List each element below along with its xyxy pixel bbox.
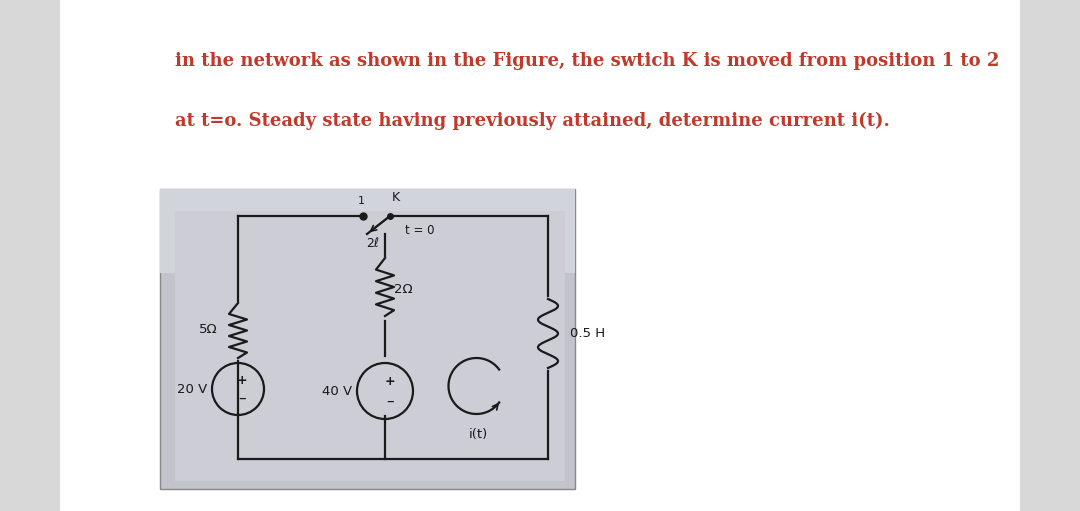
- Bar: [160, 189, 575, 273]
- Text: 1: 1: [357, 196, 365, 206]
- Text: at t=o. Steady state having previously attained, determine current i(t).: at t=o. Steady state having previously a…: [175, 112, 890, 130]
- Text: 0.5 H: 0.5 H: [570, 327, 605, 339]
- Text: +: +: [237, 374, 247, 386]
- Text: t = 0: t = 0: [405, 223, 434, 237]
- Text: 5Ω: 5Ω: [199, 322, 217, 336]
- Bar: [60, 0, 1020, 511]
- Text: 2Ω: 2Ω: [394, 283, 413, 295]
- Bar: [175, 211, 565, 481]
- Bar: [160, 189, 575, 489]
- Text: in the network as shown in the Figure, the swtich K is moved from position 1 to : in the network as shown in the Figure, t…: [175, 52, 999, 70]
- Text: K: K: [392, 191, 400, 204]
- Text: –: –: [239, 390, 246, 406]
- Text: +: +: [384, 375, 395, 387]
- Text: 40 V: 40 V: [322, 384, 352, 398]
- Text: –: –: [387, 393, 394, 408]
- Text: 20 V: 20 V: [177, 383, 207, 396]
- Text: 2ℓ: 2ℓ: [366, 237, 379, 249]
- Text: i(t): i(t): [469, 428, 488, 440]
